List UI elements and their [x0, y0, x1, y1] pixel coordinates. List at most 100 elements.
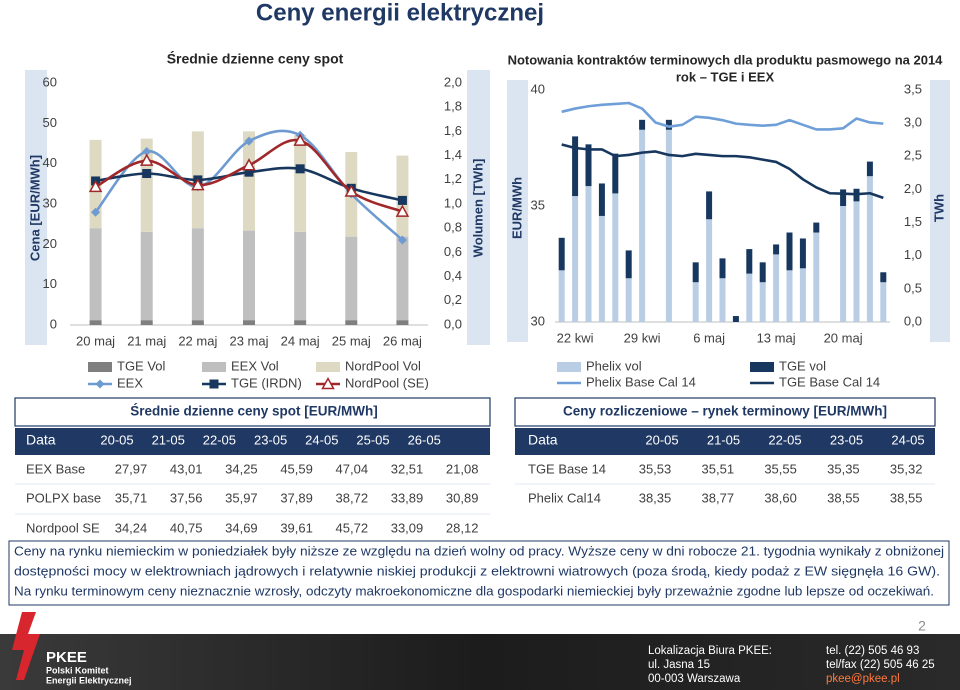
y2-tick-label: 0,8 [444, 220, 462, 235]
bar [396, 236, 409, 321]
series-line [561, 101, 884, 131]
axis-label-bg [507, 80, 528, 342]
table-cell: 35,35 [827, 461, 860, 476]
bar [773, 254, 780, 322]
bar [692, 282, 699, 322]
table-cell: 47,04 [336, 461, 369, 476]
contact-line: tel/fax (22) 505 46 25 [826, 659, 935, 671]
table-title: Ceny rozliczeniowe – rynek terminowy [EU… [563, 404, 887, 419]
y2-tick-label: 1,2 [444, 171, 462, 186]
legend-label: EEX [117, 375, 143, 390]
contact-line: tel. (22) 505 46 93 [826, 645, 919, 657]
marker [344, 184, 359, 197]
footer-bg [0, 634, 960, 690]
legend-swatch [88, 362, 112, 372]
bar [866, 176, 873, 322]
bar [558, 270, 565, 322]
table-header-cell: 20-05 [645, 432, 678, 447]
bar [191, 320, 204, 325]
x-tick-label: 22 kwi [557, 330, 594, 345]
table-cell: 38,55 [827, 490, 860, 505]
table-cell: 37,89 [280, 490, 313, 505]
marker [397, 235, 407, 245]
chart-title: rok – TGE i EEX [676, 69, 775, 84]
legend-label: NordPool (SE) [345, 375, 429, 390]
bar [759, 282, 766, 322]
marker [142, 169, 152, 179]
y2-tick-label: 0,5 [904, 280, 922, 295]
table-cell: 35,97 [225, 490, 258, 505]
y-tick-label: 30 [43, 195, 57, 210]
y2-tick-label: 3,0 [904, 115, 922, 130]
table-header-cell: 22-05 [768, 432, 801, 447]
bar [572, 136, 579, 197]
note-line: dostępności mocy w elektrowniach jądrowy… [14, 563, 940, 578]
y2-tick-label: 2,5 [904, 148, 922, 163]
bar [799, 268, 806, 322]
table-cell: 43,01 [170, 461, 203, 476]
bar [585, 144, 592, 187]
bar [243, 230, 255, 321]
table-header-cell: 21-05 [152, 432, 185, 447]
bar [89, 320, 102, 325]
logo-subtext: Polski Komitet [46, 665, 109, 675]
bar [786, 232, 793, 271]
y-tick-label: 10 [43, 276, 57, 291]
bar [572, 196, 579, 322]
bar [732, 316, 739, 322]
y2-tick-label: 0,2 [444, 292, 462, 307]
address-line: 00-003 Warszawa [648, 673, 741, 685]
table-cell: 38,55 [890, 490, 923, 505]
y2-tick-label: 1,0 [904, 247, 922, 262]
y2-tick-label: 0,4 [444, 268, 462, 283]
y-tick-label: 20 [43, 236, 57, 251]
bar [558, 237, 565, 271]
bar [294, 135, 307, 232]
bar [625, 250, 632, 279]
axis-label-bg [25, 70, 47, 345]
bar [719, 278, 726, 322]
y-tick-label: 60 [43, 74, 57, 89]
table-title-box [14, 397, 491, 427]
bar [243, 320, 255, 325]
marker [191, 178, 205, 191]
page-number: 2 [918, 618, 926, 634]
y2-tick-label: 1,6 [444, 123, 462, 138]
y2-axis-label: Wolumen [TWh] [470, 159, 485, 258]
table-header-cell: 26-05 [408, 432, 441, 447]
bar [585, 186, 592, 322]
bar [294, 231, 307, 321]
y2-tick-label: 1,5 [904, 214, 922, 229]
table-cell: 35,53 [639, 461, 672, 476]
table-cell: 38,72 [336, 490, 369, 505]
y-tick-label: 50 [43, 115, 57, 130]
bar [786, 270, 793, 322]
bar [773, 244, 780, 255]
axis-label-bg [467, 70, 490, 345]
table-header-cell: 23-05 [254, 432, 287, 447]
table-cell: 35,32 [890, 461, 923, 476]
bar [598, 215, 605, 322]
table-header-bg [15, 428, 490, 455]
marker [244, 167, 254, 177]
bar [665, 119, 672, 130]
marker [244, 136, 254, 146]
y-tick-label: 40 [43, 155, 57, 170]
x-tick-label: 22 maj [178, 333, 217, 348]
table-cell: 35,71 [115, 490, 148, 505]
bar [140, 320, 153, 325]
legend-swatch [202, 362, 226, 372]
table-header-cell: 24-05 [305, 432, 338, 447]
table-cell: 34,25 [225, 461, 258, 476]
table-cell: 40,75 [170, 520, 203, 535]
table-header-cell: 24-05 [891, 432, 924, 447]
page-title: Ceny energii elektrycznej [256, 0, 544, 26]
marker [295, 164, 305, 174]
table-cell: 33,09 [391, 520, 424, 535]
table-cell: 30,89 [446, 490, 479, 505]
table-cell: 28,12 [446, 520, 479, 535]
marker [242, 158, 256, 171]
table-cell: POLPX base [26, 490, 101, 505]
table-header-cell: 20-05 [100, 432, 133, 447]
marker [321, 376, 335, 390]
